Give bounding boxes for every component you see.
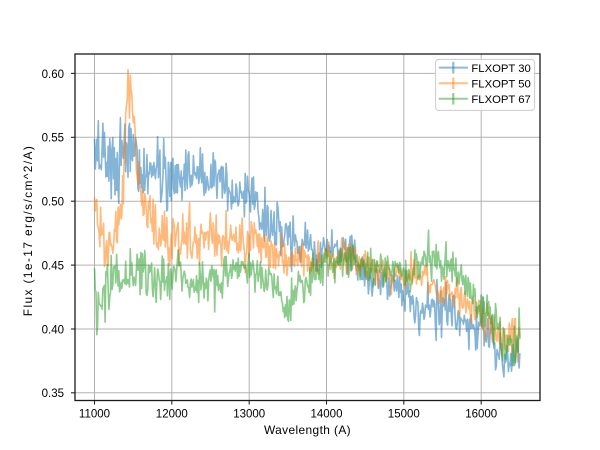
svg-text:Wavelength (A): Wavelength (A) xyxy=(264,423,351,437)
svg-text:0.55: 0.55 xyxy=(42,133,64,145)
svg-text:11000: 11000 xyxy=(79,408,110,420)
svg-text:0.45: 0.45 xyxy=(42,261,64,273)
svg-text:0.60: 0.60 xyxy=(42,69,64,81)
svg-text:0.40: 0.40 xyxy=(42,324,64,336)
svg-text:FLXOPT 50: FLXOPT 50 xyxy=(471,79,530,91)
svg-text:0.50: 0.50 xyxy=(42,197,64,209)
svg-text:16000: 16000 xyxy=(465,408,497,420)
svg-text:0.35: 0.35 xyxy=(42,388,64,400)
svg-text:15000: 15000 xyxy=(388,408,420,420)
svg-text:13000: 13000 xyxy=(233,408,265,420)
svg-text:Flux (1e-17 erg/s/cm^2/A): Flux (1e-17 erg/s/cm^2/A) xyxy=(21,145,35,316)
svg-text:12000: 12000 xyxy=(156,408,188,420)
svg-text:FLXOPT 67: FLXOPT 67 xyxy=(471,94,530,106)
svg-text:FLXOPT 30: FLXOPT 30 xyxy=(471,63,530,75)
svg-text:14000: 14000 xyxy=(311,408,343,420)
